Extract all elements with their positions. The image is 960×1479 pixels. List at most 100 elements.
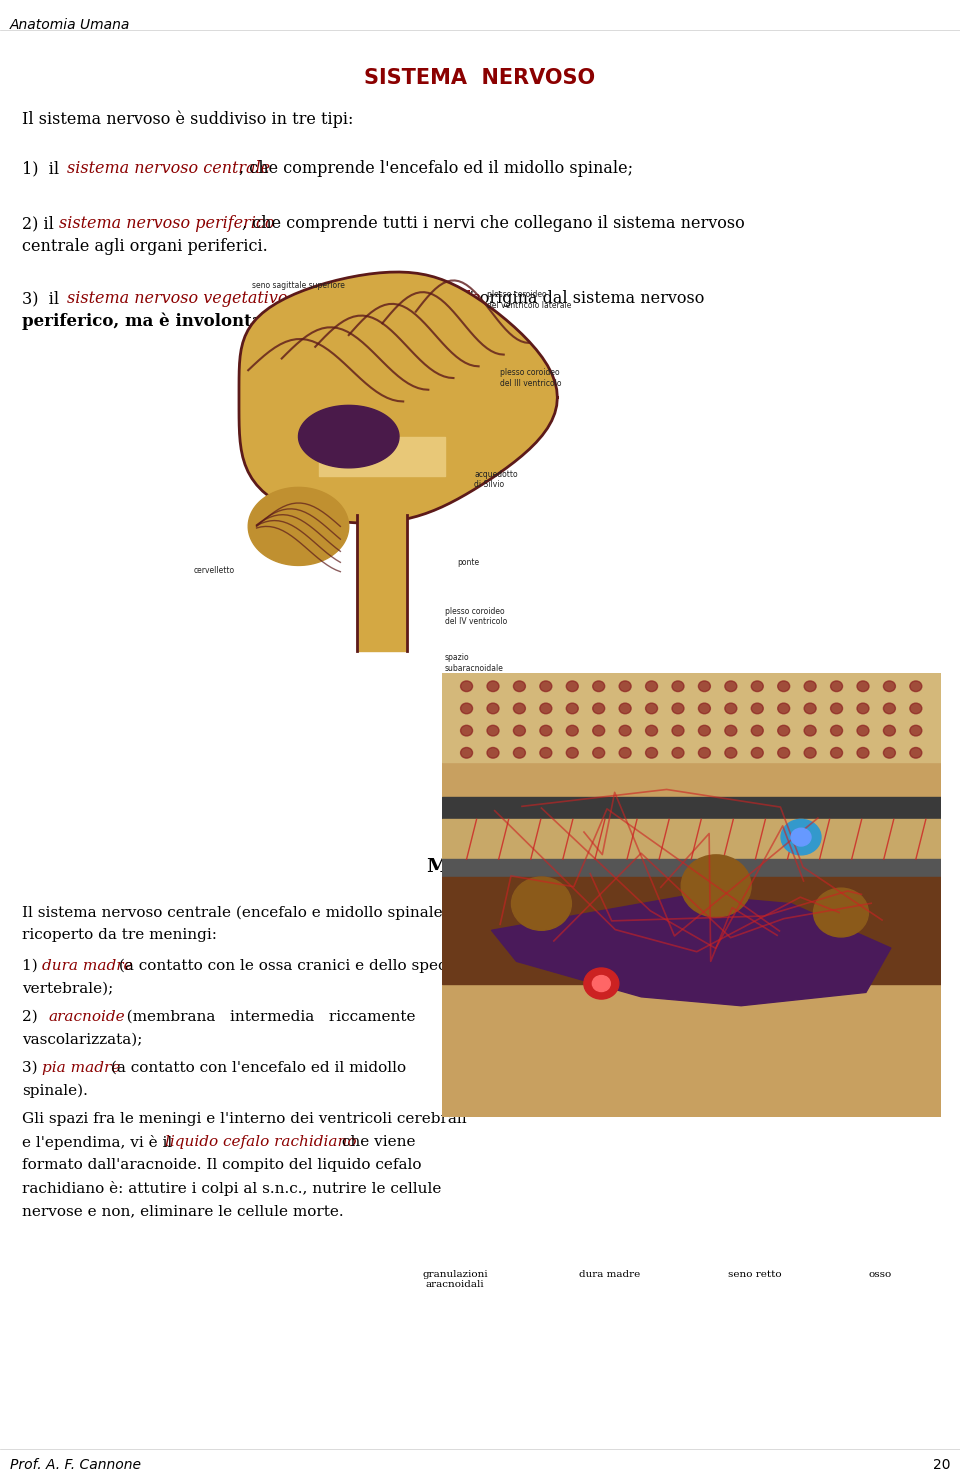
- Circle shape: [645, 725, 658, 737]
- Text: pia madre: pia madre: [730, 876, 783, 884]
- Polygon shape: [492, 895, 891, 1006]
- Circle shape: [857, 703, 869, 714]
- Circle shape: [725, 680, 737, 692]
- Circle shape: [672, 680, 684, 692]
- Bar: [442, 797, 941, 819]
- Circle shape: [514, 725, 525, 737]
- Circle shape: [883, 725, 896, 737]
- Circle shape: [778, 747, 790, 759]
- Circle shape: [804, 703, 816, 714]
- Circle shape: [791, 828, 811, 846]
- Circle shape: [672, 703, 684, 714]
- Circle shape: [725, 725, 737, 737]
- Circle shape: [487, 703, 499, 714]
- Text: , che comprende tutti i nervi che collegano il sistema nervoso: , che comprende tutti i nervi che colleg…: [242, 214, 745, 232]
- Circle shape: [566, 703, 578, 714]
- Text: (a contatto con le ossa cranici e dello speco: (a contatto con le ossa cranici e dello …: [114, 958, 456, 973]
- Circle shape: [566, 725, 578, 737]
- Circle shape: [672, 747, 684, 759]
- Circle shape: [592, 725, 605, 737]
- Circle shape: [540, 680, 552, 692]
- Circle shape: [883, 703, 896, 714]
- Bar: [442, 877, 941, 984]
- Circle shape: [752, 680, 763, 692]
- Circle shape: [540, 747, 552, 759]
- Text: vasi: vasi: [822, 876, 843, 884]
- Text: formato dall'aracnoide. Il compito del liquido cefalo: formato dall'aracnoide. Il compito del l…: [22, 1158, 421, 1171]
- Circle shape: [566, 680, 578, 692]
- Circle shape: [752, 747, 763, 759]
- Circle shape: [699, 703, 710, 714]
- Circle shape: [778, 680, 790, 692]
- Circle shape: [830, 680, 843, 692]
- Circle shape: [725, 703, 737, 714]
- Circle shape: [813, 887, 869, 938]
- Circle shape: [566, 747, 578, 759]
- Text: 3)  il: 3) il: [22, 290, 64, 308]
- Circle shape: [487, 725, 499, 737]
- Text: sistema nervoso vegetativo o autonomo o viscerale: sistema nervoso vegetativo o autonomo o …: [67, 290, 480, 308]
- Circle shape: [682, 855, 751, 917]
- Circle shape: [461, 680, 472, 692]
- Text: cervelletto: cervelletto: [194, 566, 235, 575]
- Circle shape: [461, 747, 472, 759]
- Circle shape: [778, 703, 790, 714]
- Circle shape: [725, 747, 737, 759]
- Text: rachidiano è: attutire i colpi al s.n.c., nutrire le cellule: rachidiano è: attutire i colpi al s.n.c.…: [22, 1182, 442, 1197]
- Text: 3): 3): [22, 1060, 42, 1075]
- Text: osso: osso: [869, 1270, 892, 1279]
- Circle shape: [487, 680, 499, 692]
- Text: acquedotto
di Silvio: acquedotto di Silvio: [474, 470, 518, 490]
- Polygon shape: [249, 488, 348, 565]
- Circle shape: [512, 877, 571, 930]
- Text: ponte: ponte: [458, 559, 480, 568]
- Text: Il sistema nervoso centrale (encefalo e midollo spinale è: Il sistema nervoso centrale (encefalo e …: [22, 905, 457, 920]
- Text: plesso coroideo
del IV ventricolo: plesso coroideo del IV ventricolo: [445, 606, 507, 626]
- Circle shape: [645, 703, 658, 714]
- Text: Prof. A. F. Cannone: Prof. A. F. Cannone: [10, 1458, 141, 1472]
- Circle shape: [910, 725, 922, 737]
- Circle shape: [857, 680, 869, 692]
- Circle shape: [514, 703, 525, 714]
- Text: seno retto: seno retto: [729, 1270, 781, 1279]
- Circle shape: [699, 680, 710, 692]
- Circle shape: [645, 747, 658, 759]
- Text: Il sistema nervoso è suddiviso in tre tipi:: Il sistema nervoso è suddiviso in tre ti…: [22, 109, 353, 127]
- Circle shape: [857, 747, 869, 759]
- Circle shape: [592, 747, 605, 759]
- Text: ricoperto da tre meningi:: ricoperto da tre meningi:: [22, 927, 217, 942]
- Circle shape: [461, 703, 472, 714]
- Text: spazio
subaracnoidale: spazio subaracnoidale: [445, 654, 504, 673]
- Text: nervose e non, eliminare le cellule morte.: nervose e non, eliminare le cellule mort…: [22, 1204, 344, 1219]
- Circle shape: [804, 680, 816, 692]
- Circle shape: [540, 703, 552, 714]
- Circle shape: [883, 680, 896, 692]
- Text: 1)  il: 1) il: [22, 160, 64, 177]
- Circle shape: [804, 747, 816, 759]
- Circle shape: [645, 680, 658, 692]
- Circle shape: [781, 819, 821, 855]
- Circle shape: [584, 967, 619, 1000]
- Text: 2) il: 2) il: [22, 214, 59, 232]
- Circle shape: [619, 680, 631, 692]
- Text: pia madre: pia madre: [42, 1060, 120, 1075]
- Circle shape: [592, 976, 611, 991]
- Circle shape: [752, 725, 763, 737]
- Circle shape: [592, 703, 605, 714]
- Text: granulazioni
aracnoidali: granulazioni aracnoidali: [422, 1270, 488, 1290]
- Text: spinale).: spinale).: [22, 1084, 88, 1099]
- Text: , che comprende l'encefalo ed il midollo spinale;: , che comprende l'encefalo ed il midollo…: [239, 160, 634, 177]
- Text: , che si origina dal sistema nervoso: , che si origina dal sistema nervoso: [417, 290, 705, 308]
- Text: vascolarizzata);: vascolarizzata);: [22, 1032, 142, 1047]
- Circle shape: [619, 747, 631, 759]
- Bar: [442, 673, 941, 762]
- Circle shape: [514, 680, 525, 692]
- Text: emistero: emistero: [490, 876, 536, 884]
- Bar: [442, 859, 941, 877]
- Circle shape: [592, 680, 605, 692]
- Circle shape: [830, 725, 843, 737]
- Text: plesso coroideo
del III ventricolo: plesso coroideo del III ventricolo: [499, 368, 561, 387]
- Polygon shape: [299, 405, 399, 467]
- Text: aracnoide: aracnoide: [48, 1010, 125, 1023]
- Circle shape: [830, 747, 843, 759]
